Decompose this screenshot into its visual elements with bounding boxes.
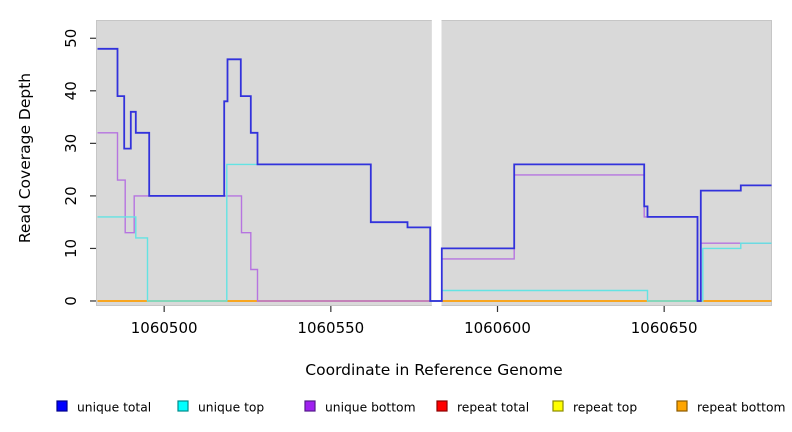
legend-label: unique bottom: [325, 401, 416, 415]
series-layer: [97, 47, 772, 302]
legend-label: repeat top: [573, 401, 637, 415]
legend-label: repeat total: [457, 401, 529, 415]
legend-label: repeat bottom: [697, 401, 785, 415]
legend-item-repeat-total: repeat total: [436, 400, 529, 415]
y-axis-tick-label: 40: [62, 81, 80, 100]
legend-item-unique-top: unique top: [177, 400, 264, 415]
series-line-unique-total: [97, 47, 772, 302]
x-axis-tick-label: 1060500: [131, 319, 198, 337]
no-data-mask-band: [431, 19, 442, 307]
y-axis-tick-label: 20: [62, 186, 80, 205]
y-axis-tick-label: 30: [62, 134, 80, 153]
legend-item-repeat-bottom: repeat bottom: [676, 400, 785, 415]
y-axis-tick-label: 0: [62, 296, 80, 306]
legend-item-unique-bottom: unique bottom: [304, 400, 416, 415]
legend-label: unique total: [77, 401, 151, 415]
y-axis-title: Read Coverage Depth: [16, 73, 34, 243]
legend-swatch-unique-top: [177, 400, 189, 412]
x-axis-title: Coordinate in Reference Genome: [305, 361, 562, 379]
x-axis-tick-label: 1060650: [631, 319, 698, 337]
legend-swatch-repeat-bottom: [676, 400, 688, 412]
x-axis-tick-label: 1060550: [297, 319, 364, 337]
y-axis-tick-label: 10: [62, 239, 80, 258]
plot-panel-layer: [96, 19, 772, 307]
legend-swatch-repeat-top: [552, 400, 564, 412]
legend-item-unique-total: unique total: [56, 400, 151, 415]
legend-item-repeat-top: repeat top: [552, 400, 637, 415]
x-axis-tick-label: 1060600: [464, 319, 531, 337]
y-axis-tick-label: 50: [62, 29, 80, 48]
axes-layer: 1060500 1060550 1060600 1060650 0 10 20 30 40 50: [62, 29, 698, 337]
legend-swatch-repeat-total: [436, 400, 448, 412]
legend-swatch-unique-bottom: [304, 400, 316, 412]
legend: unique total unique top unique bottom repea…: [56, 400, 785, 415]
legend-swatch-unique-total: [56, 400, 68, 412]
legend-label: unique top: [198, 401, 264, 415]
